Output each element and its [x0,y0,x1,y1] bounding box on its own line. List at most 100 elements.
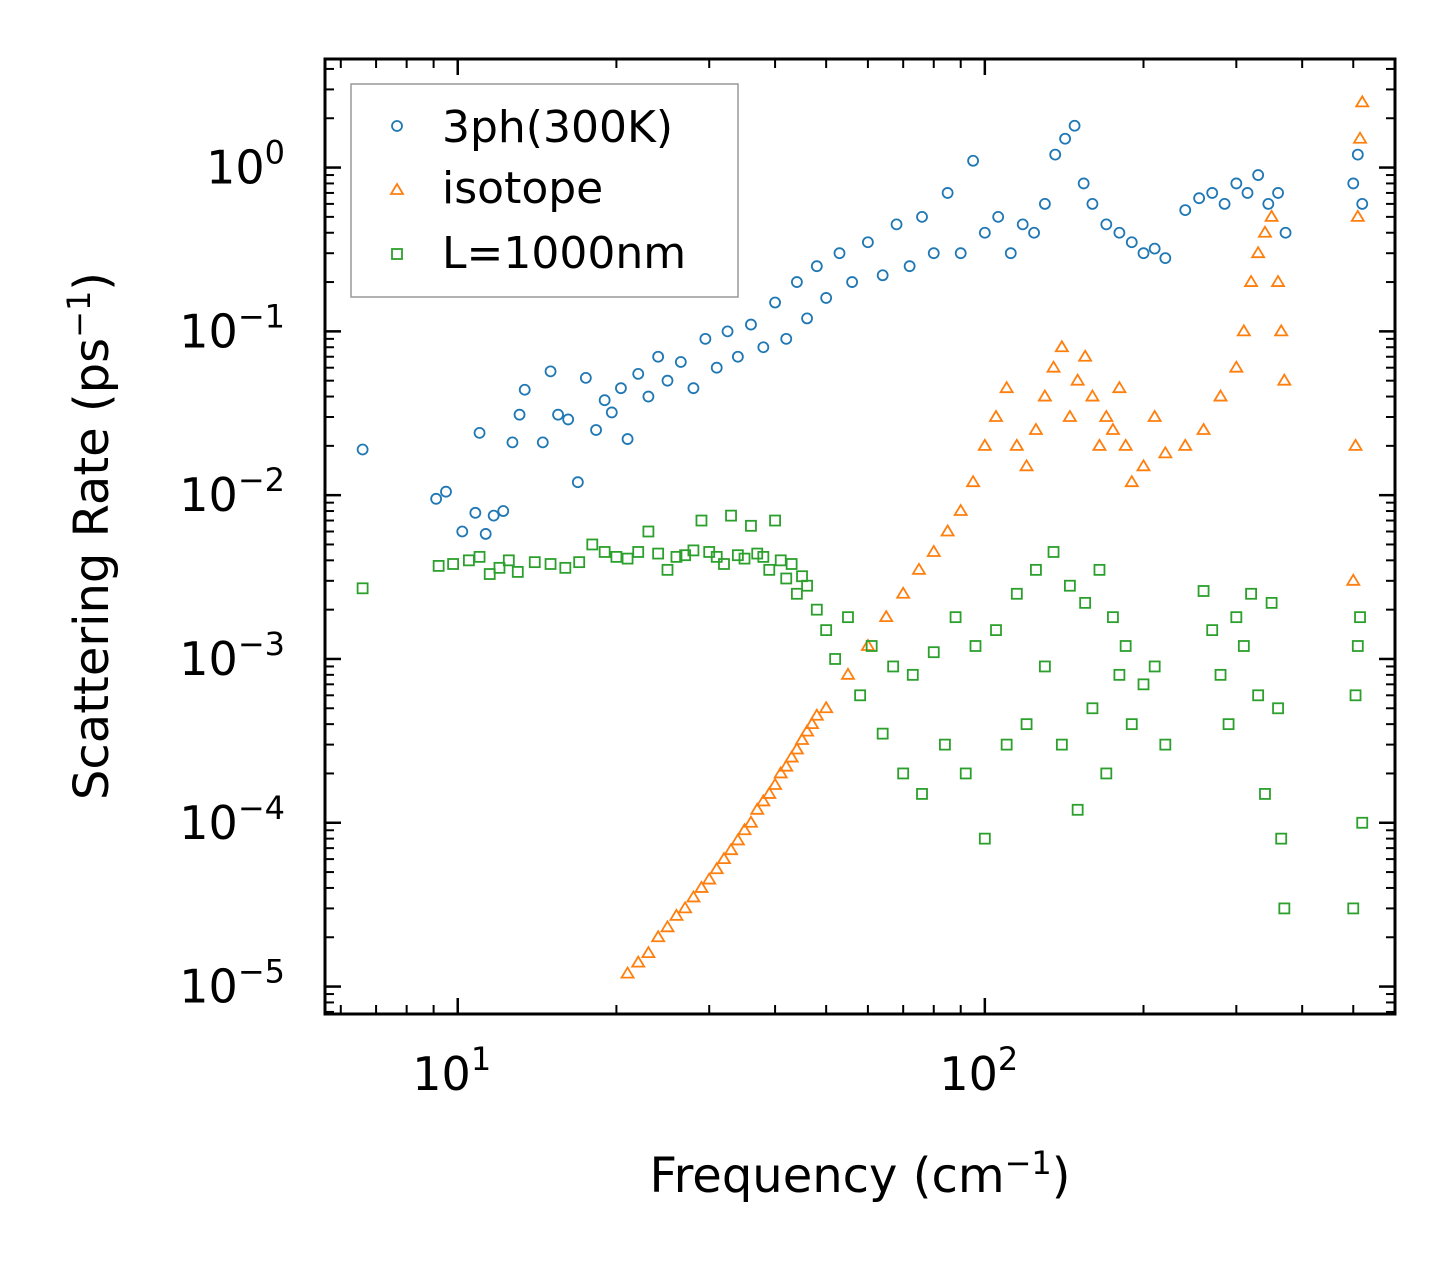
legend-label-isotope: isotope [442,163,603,214]
data-point [1010,587,1023,600]
data-point [709,861,725,875]
data-point [796,570,808,583]
data-point [730,832,746,846]
data-point [780,572,793,585]
data-point [356,582,369,595]
data-point [846,276,859,288]
data-point [701,871,717,885]
data-point [1350,209,1366,222]
data-point [1091,438,1108,451]
legend: 3ph(300K) isotope L=1000nm [350,83,739,298]
data-point [757,341,770,354]
data-point [1354,611,1366,624]
data-point [1004,247,1017,260]
data-point [1054,339,1070,353]
data-point [687,382,700,395]
data-point [774,554,787,567]
data-point [605,406,618,419]
data-point [479,528,492,540]
data-point [721,325,734,338]
data-point [652,547,665,560]
data-point [1347,438,1364,451]
data-point [497,505,510,517]
data-point [1197,585,1210,597]
data-point [487,509,500,522]
data-point [1257,224,1273,238]
data-point [927,646,940,659]
data-point [1177,438,1193,451]
data-point [456,525,469,538]
data-point [1059,132,1072,145]
data-point [790,587,803,600]
data-point [1125,718,1138,731]
data-point [1349,689,1362,702]
data-point [1030,563,1042,576]
data-point [710,550,723,563]
data-point [559,561,572,574]
data-point [1345,573,1361,586]
data-point [493,561,506,574]
data-point [1137,247,1150,260]
data-point [536,436,549,449]
data-point [1135,458,1152,472]
data-point [483,568,496,580]
data-point [518,383,531,396]
data-point [818,700,834,714]
data-point [801,579,813,592]
data-point [652,350,665,363]
data-point [1347,902,1360,915]
data-point [916,210,928,223]
legend-marker-triangle [389,182,405,195]
data-point [710,361,723,374]
data-point [1105,422,1121,435]
data-point [473,550,486,563]
data-point [1063,579,1076,592]
data-point [789,741,805,755]
data-point [949,611,962,624]
data-point [1206,624,1219,637]
legend-label-l1000nm: L=1000nm [442,228,686,279]
data-point [799,723,815,737]
data-point [854,689,867,702]
data-point [1062,409,1078,422]
data-point [1119,640,1132,652]
data-point [1222,718,1235,731]
data-point [598,394,611,407]
data-point [903,260,916,273]
data-point [738,552,751,565]
major-ticks [325,59,1395,1014]
data-point [1354,94,1370,108]
data-point [745,519,757,532]
data-point [1009,438,1025,451]
data-point [790,276,803,288]
data-point [1351,640,1364,652]
data-point [544,365,557,378]
data-point [693,880,710,893]
x-tick-labels: 101 102 [412,1040,1018,1101]
x-tick-label: 101 [412,1040,491,1101]
data-point [978,226,991,239]
data-point [906,668,919,681]
data-point [1278,902,1291,915]
data-point [1214,668,1227,681]
x-tick-label: 102 [939,1040,1018,1101]
data-point [861,236,874,249]
data-point [1100,767,1113,780]
data-point [1228,359,1244,373]
data-point [1086,702,1099,715]
data-point [1245,587,1258,600]
data-point [1077,177,1090,190]
data-point [621,433,634,445]
data-point [659,919,676,933]
data-point [833,247,846,260]
data-point [1279,226,1292,239]
data-point [785,558,798,570]
data-point [1243,274,1259,287]
data-point [725,509,737,522]
data-point [1077,348,1093,362]
data-point [810,260,823,273]
data-point [1038,660,1051,673]
data-point [842,611,854,624]
y-tick-label: 10−2 [179,461,285,522]
data-point [1356,197,1369,210]
